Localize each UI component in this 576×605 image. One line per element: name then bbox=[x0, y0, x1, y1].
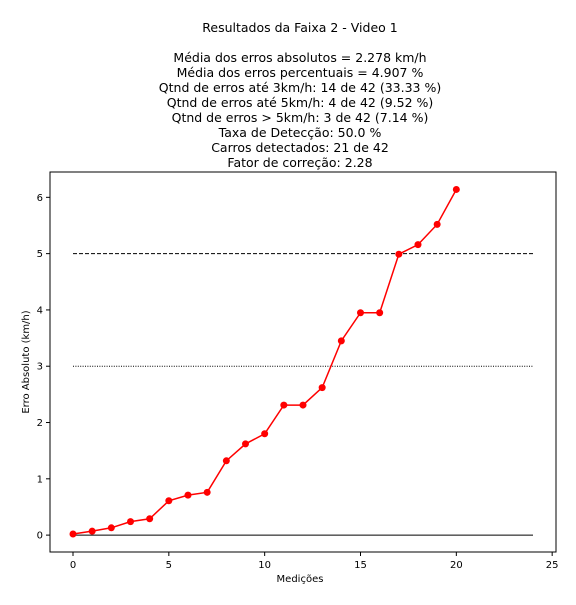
title-line: Qtnd de erros > 5km/h: 3 de 42 (7.14 %) bbox=[172, 110, 429, 125]
data-point bbox=[203, 488, 211, 496]
y-tick-label: 4 bbox=[37, 305, 43, 316]
data-point bbox=[414, 241, 422, 249]
title-line: Média dos erros percentuais = 4.907 % bbox=[177, 65, 424, 80]
y-tick-label: 3 bbox=[37, 362, 43, 373]
data-point bbox=[107, 524, 115, 532]
y-tick-label: 6 bbox=[37, 193, 43, 204]
data-point bbox=[69, 530, 77, 538]
x-tick-label: 20 bbox=[450, 560, 463, 571]
x-tick-label: 0 bbox=[70, 560, 76, 571]
x-tick-label: 10 bbox=[258, 560, 271, 571]
reference-lines bbox=[73, 253, 533, 536]
data-point bbox=[242, 440, 249, 448]
data-point bbox=[318, 384, 326, 392]
data-point bbox=[357, 309, 364, 317]
y-tick-label: 2 bbox=[37, 418, 43, 429]
title-line: Resultados da Faixa 2 - Video 1 bbox=[202, 20, 397, 35]
series-line bbox=[72, 189, 457, 535]
x-axis-label: Medições bbox=[277, 574, 324, 585]
data-point bbox=[433, 220, 441, 228]
data-point bbox=[299, 401, 307, 409]
data-series bbox=[69, 185, 460, 538]
data-point bbox=[376, 309, 384, 317]
data-point bbox=[146, 515, 154, 523]
title-line: Média dos erros absolutos = 2.278 km/h bbox=[173, 50, 426, 65]
data-point bbox=[261, 430, 269, 438]
title-line: Carros detectados: 21 de 42 bbox=[211, 140, 389, 155]
y-tick-label: 5 bbox=[37, 249, 43, 260]
y-tick-label: 0 bbox=[37, 531, 43, 542]
y-axis: 0 1 2 3 4 5 6 bbox=[37, 193, 50, 542]
x-tick-label: 15 bbox=[354, 560, 367, 571]
data-point bbox=[452, 185, 460, 193]
data-point bbox=[280, 401, 288, 409]
data-point bbox=[337, 337, 345, 345]
data-point bbox=[127, 518, 134, 526]
data-point bbox=[395, 250, 403, 258]
data-point bbox=[222, 457, 230, 465]
title-line: Fator de correção: 2.28 bbox=[227, 155, 372, 170]
y-axis-label: Erro Absoluto (km/h) bbox=[21, 310, 32, 413]
data-point bbox=[88, 527, 96, 535]
plot-frame bbox=[49, 171, 557, 553]
title-line: Qtnd de erros até 3km/h: 14 de 42 (33.33… bbox=[159, 80, 441, 95]
x-tick-label: 25 bbox=[546, 560, 559, 571]
data-point bbox=[165, 497, 173, 505]
y-tick-label: 1 bbox=[37, 474, 43, 485]
x-axis: 0 5 10 15 20 25 bbox=[70, 552, 559, 571]
data-point bbox=[184, 491, 192, 499]
chart-title: Resultados da Faixa 2 - Video 1 Média dos… bbox=[159, 20, 441, 170]
x-tick-label: 5 bbox=[166, 560, 172, 571]
title-line: Taxa de Detecção: 50.0 % bbox=[218, 125, 382, 140]
title-line: Qtnd de erros até 5km/h: 4 de 42 (9.52 %… bbox=[167, 95, 434, 110]
